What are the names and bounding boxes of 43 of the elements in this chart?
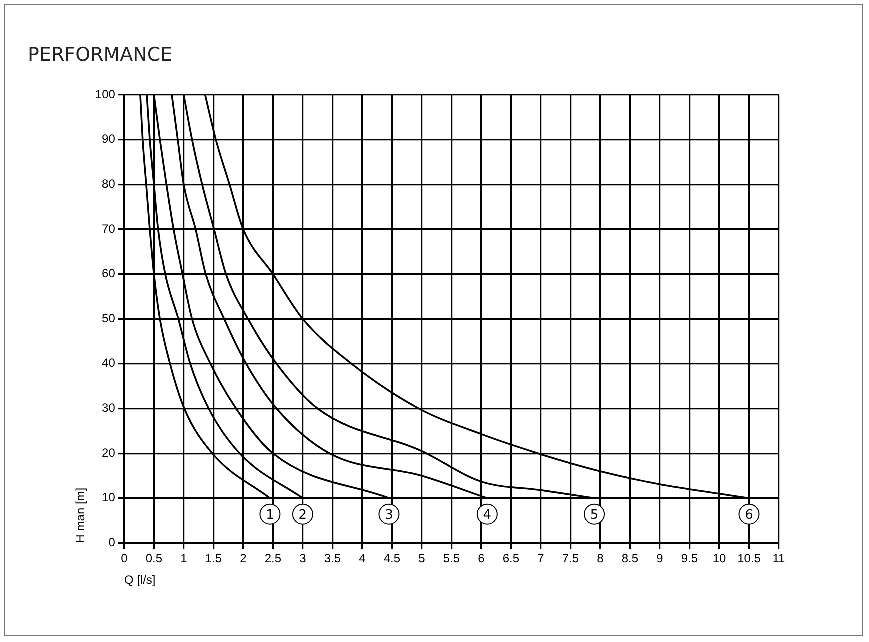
x-tick-label: 5 <box>418 552 426 566</box>
y-tick-label: 10 <box>102 490 116 505</box>
y-tick-label: 0 <box>108 536 116 550</box>
y-tick-label: 80 <box>102 176 116 191</box>
x-tick-label: 2 <box>240 552 248 566</box>
x-tick-label: 10 <box>712 552 726 566</box>
x-tick-label: 1 <box>180 552 188 566</box>
y-tick-label: 90 <box>102 132 116 146</box>
y-tick-label: 30 <box>102 401 116 416</box>
x-tick-label: 4.5 <box>384 552 401 566</box>
x-tick-label: 7.5 <box>562 552 580 566</box>
x-tick-label: 1.5 <box>205 552 222 566</box>
x-tick-label: 10.5 <box>738 552 762 566</box>
x-tick-label: 2.5 <box>264 552 282 566</box>
x-tick-label: 5.5 <box>443 552 460 566</box>
x-tick-label: 0.5 <box>146 552 163 566</box>
series-label: 6 <box>745 508 754 523</box>
y-axis-title: H man [m] <box>74 488 88 544</box>
series-label: 5 <box>590 508 599 523</box>
x-tick-label: 0 <box>121 552 128 566</box>
x-tick-label: 6 <box>478 552 486 566</box>
x-tick-label: 9 <box>656 552 664 566</box>
x-axis-title: Q [l/s] <box>124 573 156 588</box>
x-tick-label: 3 <box>300 552 307 566</box>
x-tick-label: 9.5 <box>681 552 698 566</box>
y-tick-label: 40 <box>102 356 116 370</box>
x-tick-label: 8 <box>597 552 604 566</box>
y-tick-label: 20 <box>102 446 116 460</box>
chart-title: PERFORMANCE <box>28 44 173 66</box>
y-tick-label: 50 <box>102 311 116 326</box>
series-label: 4 <box>483 508 492 523</box>
series-label: 1 <box>266 508 274 523</box>
x-tick-label: 4 <box>359 552 366 566</box>
x-tick-label: 3.5 <box>324 552 342 566</box>
x-tick-label: 7 <box>538 552 545 566</box>
x-tick-label: 11 <box>772 552 786 566</box>
y-tick-label: 60 <box>102 266 116 281</box>
series-label: 3 <box>385 508 394 523</box>
x-tick-label: 8.5 <box>622 552 639 566</box>
y-tick-label: 100 <box>95 87 116 102</box>
legend-label: 2 <box>298 508 308 523</box>
y-tick-label: 70 <box>102 222 116 236</box>
x-tick-label: 6.5 <box>502 552 520 566</box>
